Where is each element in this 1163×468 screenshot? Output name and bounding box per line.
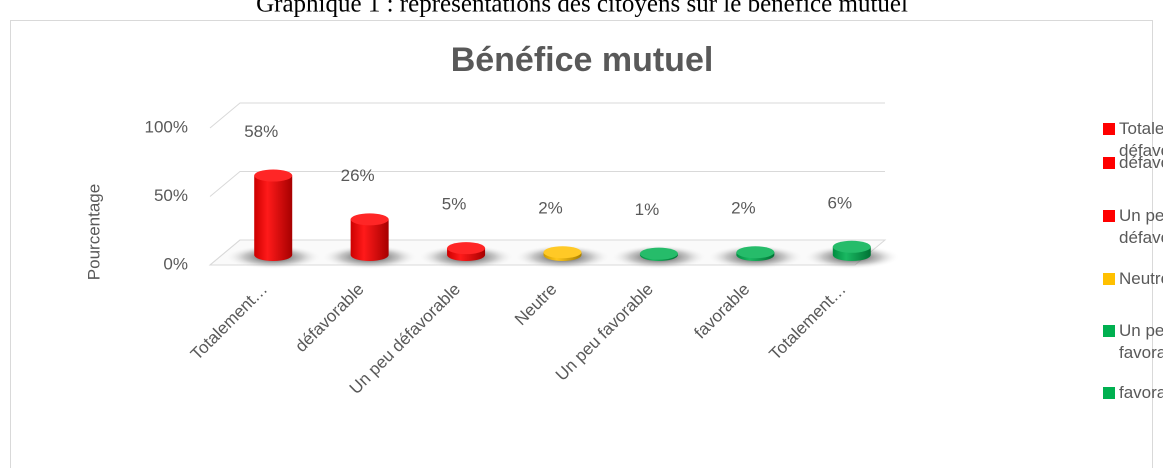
x-tick-label: défavorable [291,280,367,356]
y-axis-label: Pourcentage [84,184,103,280]
bar-top [254,169,293,182]
data-label: 6% [827,193,852,212]
x-tick-label: Totalement… [766,280,850,364]
y-tick-label: 50% [154,186,188,205]
grid-line [209,239,885,266]
legend-label: défavorable [1119,153,1163,172]
bar [350,219,389,261]
y-tick-label: 0% [163,254,188,273]
bar-top [832,240,871,253]
legend-label: Un peu favorable [1119,321,1163,362]
y-tick-label: 100% [145,117,188,136]
legend-entry: Totalement défavorable [1103,118,1163,162]
legend-entry: Neutre [1103,268,1163,290]
bar-top [639,247,678,260]
x-tick-label: Neutre [511,280,561,330]
chart-title: Bénéfice mutuel [451,41,714,79]
data-label: 26% [341,166,375,185]
data-label: 1% [635,200,660,219]
grid-line [209,102,885,129]
legend-swatch [1103,157,1115,169]
legend-label: favorable [1119,383,1163,402]
legend-swatch [1103,387,1115,399]
bar-top [447,242,486,255]
data-label: 2% [731,199,756,218]
bar-top [736,246,775,259]
legend-entry: défavorable [1103,152,1163,174]
legend-entry: Un peu favorable [1103,320,1163,364]
legend-swatch [1103,123,1115,135]
legend-swatch [1103,325,1115,337]
legend-swatch [1103,210,1115,222]
x-tick-label: Totalement… [187,280,271,364]
x-tick-label: favorable [690,280,753,343]
bar [254,175,293,261]
chart-frame [10,20,1153,468]
bar-top [350,213,389,226]
legend-entry: favorable [1103,382,1163,404]
legend-label: Neutre [1119,269,1163,288]
data-label: 5% [442,195,467,214]
grid-line [209,171,885,197]
caption: Graphique 1 : représentations des citoye… [256,0,908,18]
data-label: 58% [244,122,278,141]
legend-swatch [1103,273,1115,285]
legend-entry: Un peu défavorable [1103,205,1163,249]
legend-label: Un peu défavorable [1119,206,1163,247]
x-tick-label: Un peu défavorable [346,280,464,398]
bar-top [543,246,582,259]
legend-label: Totalement défavorable [1119,119,1163,160]
x-tick-label: Un peu favorable [552,280,657,385]
data-label: 2% [538,199,563,218]
